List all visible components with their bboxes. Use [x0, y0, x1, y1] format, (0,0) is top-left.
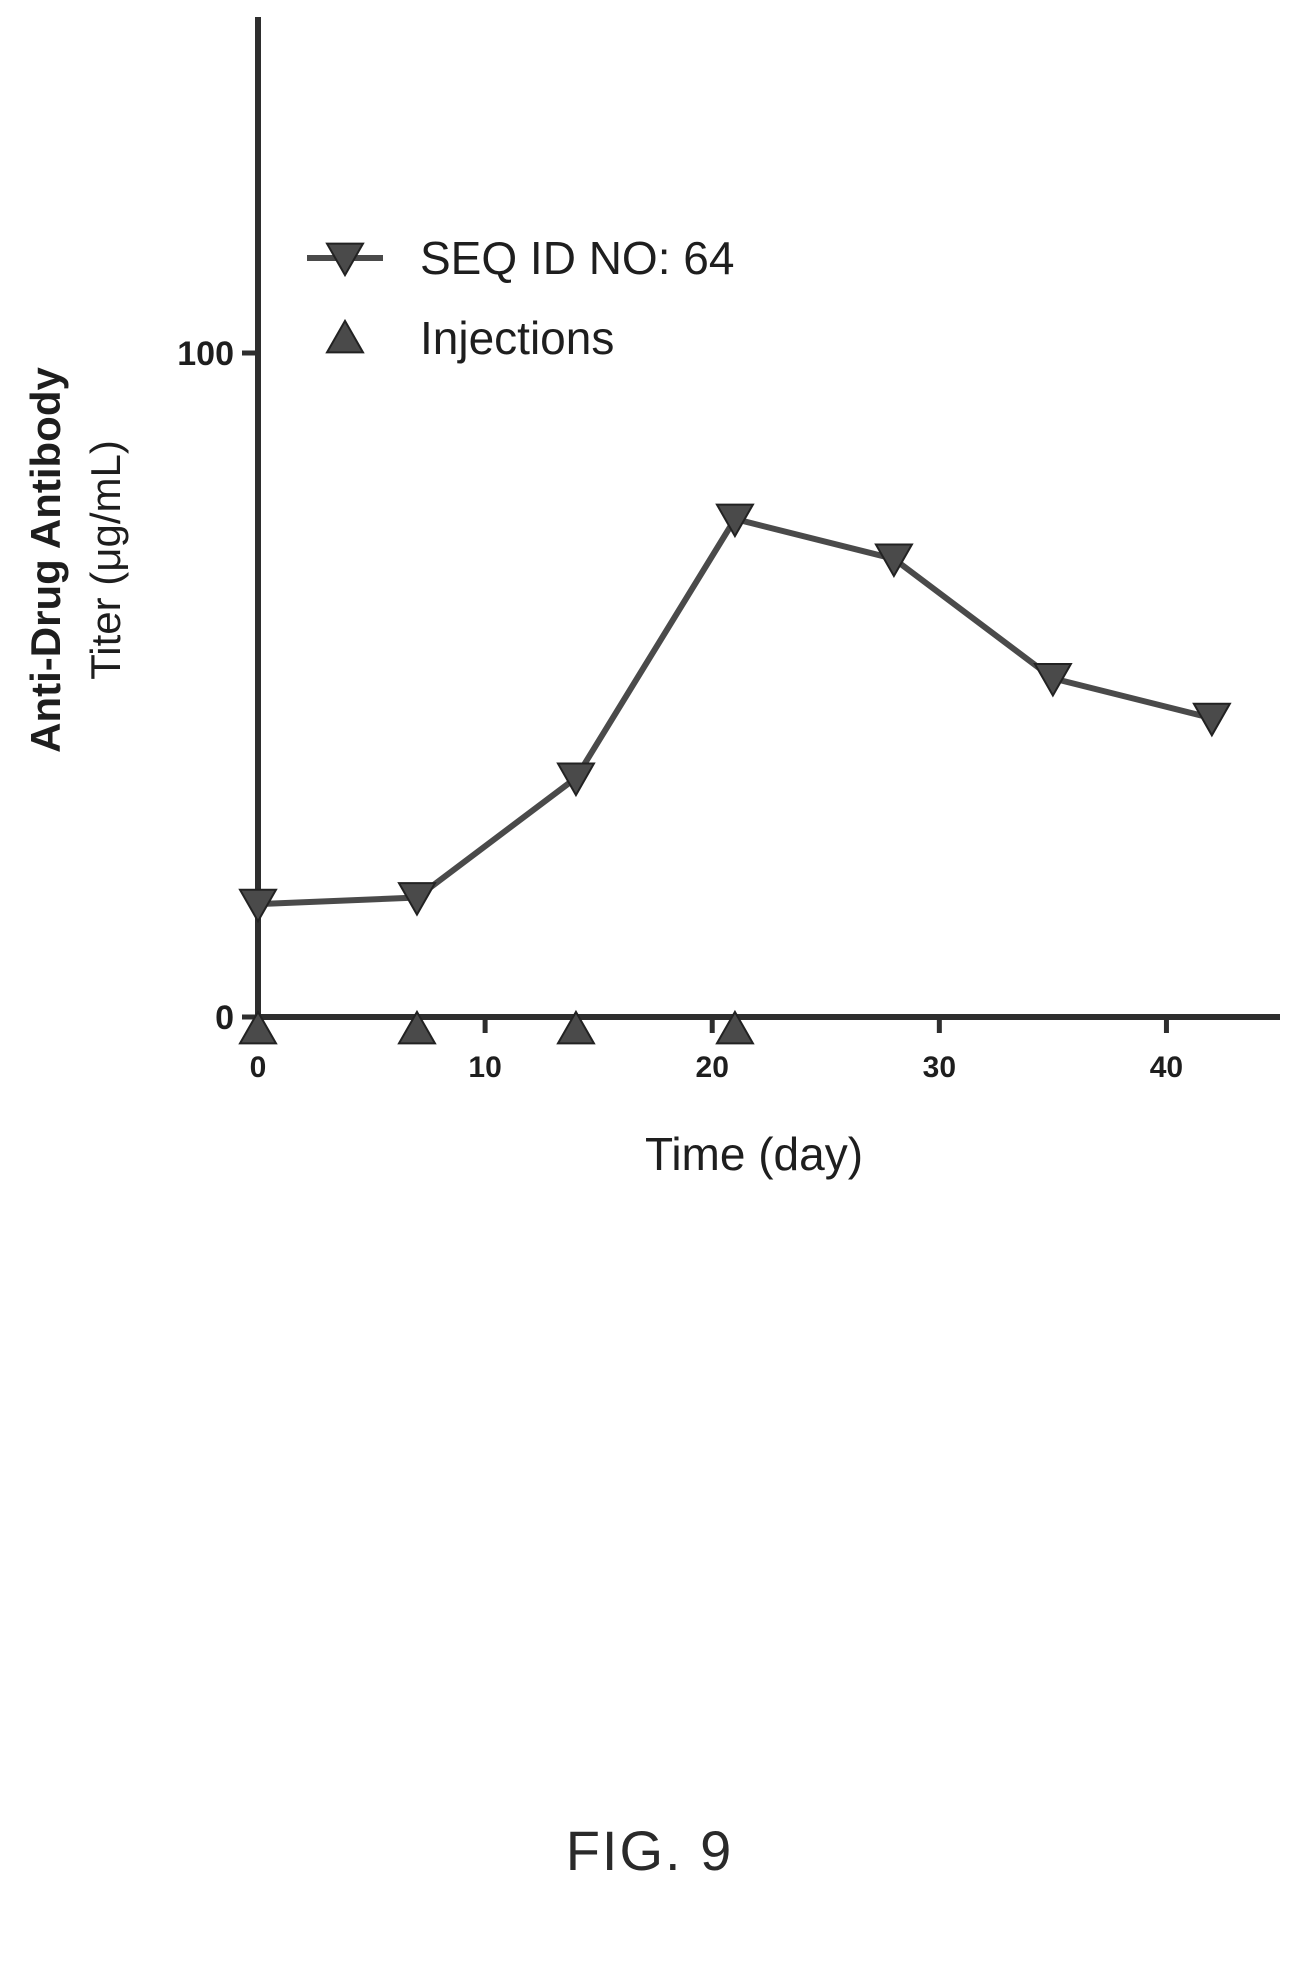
- x-tick-label: 10: [468, 1051, 501, 1084]
- y-tick-label: 0: [215, 999, 234, 1037]
- figure-label: FIG. 9: [565, 1819, 734, 1882]
- axes: [255, 17, 1280, 1020]
- injection-point: [556, 1009, 596, 1045]
- y-axis-label: Anti-Drug Antibody Titer (μg/mL): [22, 367, 129, 753]
- legend-marker: [325, 318, 365, 354]
- legend-item-0: SEQ ID NO: 64: [307, 232, 734, 284]
- injection-point: [715, 1009, 755, 1045]
- legend: SEQ ID NO: 64 Injections: [307, 232, 734, 364]
- data-point: [397, 882, 437, 917]
- data-point: [238, 888, 278, 924]
- y-axis-label-line2: Titer (μg/mL): [82, 440, 129, 680]
- data-point: [715, 503, 755, 539]
- injection-point: [397, 1009, 437, 1045]
- ticks: 0 10 20 30 40 0 100: [177, 335, 1183, 1084]
- data-point: [1033, 662, 1073, 698]
- data-point: [556, 762, 596, 798]
- series: [238, 503, 1232, 1045]
- series-1: [238, 1009, 755, 1045]
- legend-item-1: Injections: [325, 312, 614, 364]
- injection-point: [238, 1009, 278, 1045]
- x-tick-label: 40: [1150, 1051, 1183, 1084]
- y-axis-label-line1: Anti-Drug Antibody: [22, 367, 69, 753]
- legend-marker: [325, 242, 365, 278]
- data-point: [1192, 702, 1232, 738]
- legend-label: SEQ ID NO: 64: [420, 232, 734, 284]
- series-0: [238, 503, 1232, 924]
- series-line: [257, 515, 1213, 908]
- legend-label: Injections: [420, 312, 614, 364]
- x-tick-label: 20: [696, 1051, 729, 1084]
- x-tick-label: 30: [923, 1051, 956, 1084]
- x-axis-label: Time (day): [645, 1128, 863, 1180]
- data-point: [874, 543, 914, 578]
- y-tick-label: 100: [177, 335, 234, 373]
- x-tick-label: 0: [250, 1051, 267, 1084]
